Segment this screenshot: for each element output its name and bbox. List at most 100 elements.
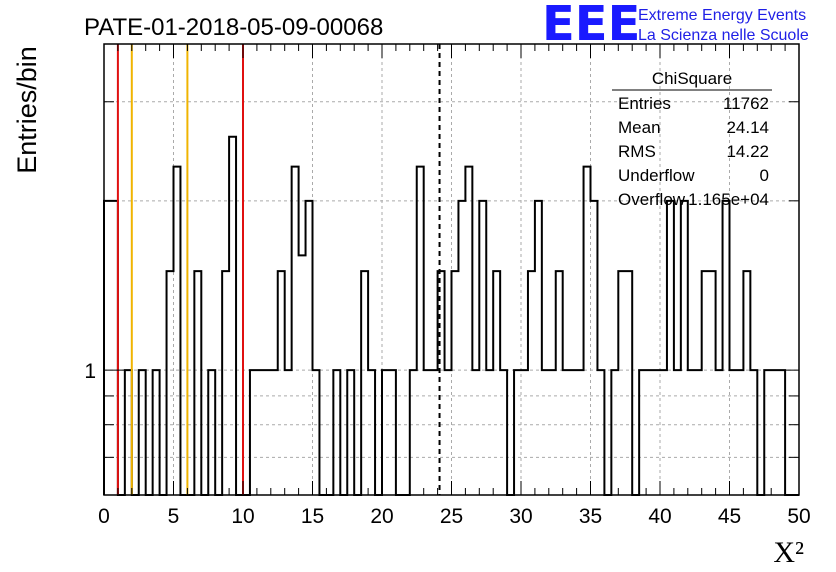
histogram-bin bbox=[709, 271, 716, 495]
histogram-bin bbox=[743, 271, 750, 495]
histogram-bin bbox=[493, 271, 500, 495]
histogram-bin bbox=[646, 370, 653, 495]
histogram-bin bbox=[250, 370, 257, 495]
x-tick-label: 50 bbox=[787, 505, 810, 528]
histogram-bin bbox=[778, 370, 785, 495]
logo-line2: La Scienza nelle Scuole bbox=[638, 27, 809, 44]
histogram-bin bbox=[313, 370, 320, 495]
histogram-bin bbox=[591, 201, 598, 495]
histogram-bin bbox=[549, 370, 556, 495]
stats-row-value: 0 bbox=[760, 166, 769, 185]
histogram-bin bbox=[660, 370, 667, 495]
stats-row-value: 14.22 bbox=[726, 142, 769, 161]
histogram-bin bbox=[299, 255, 306, 495]
histogram-bin bbox=[153, 370, 160, 495]
histogram-bin bbox=[306, 201, 313, 495]
histogram-bin bbox=[458, 201, 465, 495]
histogram-bin bbox=[563, 370, 570, 495]
histogram-bin bbox=[264, 370, 271, 495]
histogram-bin bbox=[736, 370, 743, 495]
histogram-bin bbox=[535, 201, 542, 495]
histogram-bin bbox=[542, 370, 549, 495]
x-tick-label: 10 bbox=[231, 505, 254, 528]
histogram-bin bbox=[472, 370, 479, 495]
histogram-bin bbox=[111, 201, 118, 495]
histogram-bin bbox=[625, 271, 632, 495]
histogram-bin bbox=[347, 370, 354, 495]
histogram-bin bbox=[382, 370, 389, 495]
x-tick-label: 0 bbox=[98, 505, 110, 528]
y-tick-label: 1 bbox=[84, 360, 96, 383]
histogram-bin bbox=[528, 271, 535, 495]
x-tick-label: 15 bbox=[301, 505, 324, 528]
histogram bbox=[103, 135, 799, 496]
histogram-bin bbox=[500, 370, 507, 495]
histogram-bin bbox=[695, 370, 702, 495]
y-axis-label: Entries/bin bbox=[12, 46, 42, 174]
stats-row-label: Underflow bbox=[618, 166, 695, 185]
stats-row-value: 1.165e+04 bbox=[688, 190, 769, 209]
histogram-bin bbox=[445, 370, 452, 495]
histogram-bin bbox=[702, 271, 709, 495]
histogram-bin bbox=[556, 271, 563, 495]
histogram-bin bbox=[410, 370, 417, 495]
x-tick-label: 40 bbox=[648, 505, 671, 528]
histogram-bin bbox=[278, 271, 285, 495]
histogram-bin bbox=[465, 167, 472, 495]
histogram-bin bbox=[764, 370, 771, 495]
histogram-bin bbox=[479, 201, 486, 495]
histogram-bin bbox=[229, 137, 236, 495]
histogram-bin bbox=[431, 370, 438, 495]
stats-row-label: RMS bbox=[618, 142, 656, 161]
histogram-bin bbox=[257, 370, 264, 495]
histogram-bin bbox=[194, 271, 201, 495]
x-tick-label: 30 bbox=[509, 505, 532, 528]
stats-row-value: 24.14 bbox=[726, 118, 769, 137]
stats-row-label: Mean bbox=[618, 118, 661, 137]
logo-line1: Extreme Energy Events bbox=[638, 7, 806, 24]
histogram-bin bbox=[271, 370, 278, 495]
histogram-bin bbox=[208, 370, 215, 495]
x-tick-label: 25 bbox=[440, 505, 463, 528]
x-tick-label: 35 bbox=[579, 505, 602, 528]
histogram-bin bbox=[521, 370, 528, 495]
histogram-bin bbox=[771, 370, 778, 495]
histogram-bin bbox=[674, 370, 681, 495]
histogram-bin bbox=[750, 370, 757, 495]
histogram-bin bbox=[222, 271, 229, 495]
stats-title: ChiSquare bbox=[652, 69, 732, 88]
histogram-bin bbox=[125, 370, 132, 495]
histogram-bin bbox=[292, 167, 299, 495]
histogram-bin bbox=[139, 370, 146, 495]
histogram-bin bbox=[514, 370, 521, 495]
histogram-bin bbox=[486, 370, 493, 495]
histogram-bin bbox=[424, 370, 431, 495]
histogram-bin bbox=[681, 201, 688, 495]
stats-row-label: Entries bbox=[618, 94, 671, 113]
histogram-bin bbox=[167, 271, 174, 495]
histogram-bin bbox=[174, 167, 181, 495]
histogram-bin bbox=[688, 370, 695, 495]
axes: 0 5 10 15 20 25 30 35 40 45 50 1 bbox=[84, 44, 811, 528]
grid bbox=[104, 44, 799, 495]
histogram-bin bbox=[730, 370, 737, 495]
x-tick-label: 20 bbox=[370, 505, 393, 528]
stats-row-label: Overflow bbox=[618, 190, 686, 209]
histogram-bin bbox=[667, 201, 674, 495]
histogram-bin bbox=[570, 370, 577, 495]
stats-row-value: 11762 bbox=[723, 94, 769, 113]
histogram-bin bbox=[577, 370, 584, 495]
histogram-bin bbox=[611, 370, 618, 495]
histogram-bin bbox=[417, 167, 424, 495]
histogram-bin bbox=[716, 370, 723, 495]
histogram-bin bbox=[653, 370, 660, 495]
histogram-bin bbox=[723, 201, 730, 495]
histogram-bin bbox=[389, 370, 396, 495]
x-axis-label: X² bbox=[773, 536, 804, 569]
x-tick-label: 45 bbox=[718, 505, 741, 528]
histogram-bin bbox=[639, 370, 646, 495]
histogram-bin bbox=[361, 271, 368, 495]
histogram-bin bbox=[584, 167, 591, 495]
histogram-bin bbox=[452, 271, 459, 495]
